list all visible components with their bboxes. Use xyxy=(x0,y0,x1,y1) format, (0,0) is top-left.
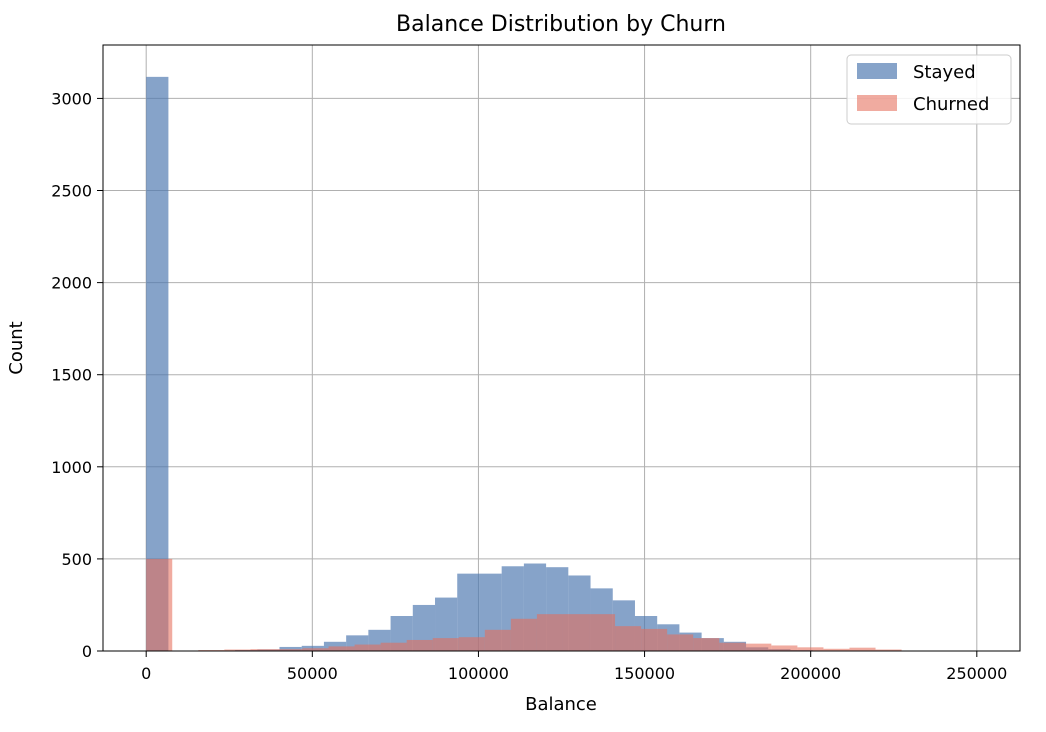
x-tick-label: 0 xyxy=(141,664,151,683)
chart-title: Balance Distribution by Churn xyxy=(396,12,726,37)
grid xyxy=(103,45,1020,652)
x-tick-label: 50000 xyxy=(287,664,338,683)
x-axis-label: Balance xyxy=(525,694,597,715)
y-tick-label: 500 xyxy=(61,550,92,569)
bar-churned xyxy=(354,644,381,651)
bar-churned xyxy=(250,649,277,651)
y-tick-label: 3000 xyxy=(51,89,92,108)
bar-churned xyxy=(875,649,902,651)
bar-churned xyxy=(510,618,537,651)
bar-churned xyxy=(458,637,485,651)
x-tick-label: 100000 xyxy=(448,664,509,683)
bar-churned xyxy=(432,638,459,651)
bars-stayed xyxy=(146,76,835,651)
y-axis-label: Count xyxy=(6,321,27,374)
bar-churned xyxy=(745,643,772,651)
bar-stayed xyxy=(412,604,436,651)
bar-churned xyxy=(849,647,876,651)
x-tick-label: 200000 xyxy=(780,664,841,683)
bar-churned xyxy=(380,642,407,651)
bar-churned xyxy=(146,558,173,651)
bars-churned xyxy=(146,558,954,651)
bar-stayed xyxy=(457,573,480,651)
legend-label-stayed: Stayed xyxy=(913,62,976,83)
legend: Stayed Churned xyxy=(846,54,1012,125)
y-tick-label: 2500 xyxy=(51,182,92,201)
x-axis: 0 50000 100000 150000 200000 250000 xyxy=(141,651,1007,683)
legend-label-churned: Churned xyxy=(913,94,989,115)
bar-churned xyxy=(224,649,251,651)
bar-churned xyxy=(406,639,433,651)
plot-frame xyxy=(102,44,1021,652)
bar-churned xyxy=(823,648,850,651)
legend-swatch-stayed xyxy=(857,63,897,79)
bar-churned xyxy=(693,638,720,651)
x-tick-label: 250000 xyxy=(946,664,1007,683)
x-tick-label: 150000 xyxy=(614,664,675,683)
bar-churned xyxy=(615,626,642,651)
bar-stayed xyxy=(279,646,302,651)
legend-swatch-churned xyxy=(857,95,897,111)
bar-churned xyxy=(719,642,746,651)
bar-churned xyxy=(484,629,511,651)
bar-churned xyxy=(589,614,616,651)
bar-churned xyxy=(536,614,563,651)
bar-churned xyxy=(276,649,303,651)
bar-churned xyxy=(667,634,694,651)
y-tick-label: 1500 xyxy=(51,366,92,385)
bar-churned xyxy=(797,647,824,651)
y-tick-label: 0 xyxy=(82,642,92,661)
bar-churned xyxy=(302,648,329,651)
bar-churned xyxy=(562,614,590,651)
y-tick-label: 2000 xyxy=(51,274,92,293)
y-tick-label: 1000 xyxy=(51,458,92,477)
bar-churned xyxy=(641,628,668,651)
bar-churned xyxy=(771,645,798,651)
y-axis: 0 500 1000 1500 2000 2500 3000 xyxy=(51,89,103,661)
bar-churned xyxy=(328,646,355,651)
bar-stayed xyxy=(435,597,458,651)
bar-stayed xyxy=(146,76,169,651)
